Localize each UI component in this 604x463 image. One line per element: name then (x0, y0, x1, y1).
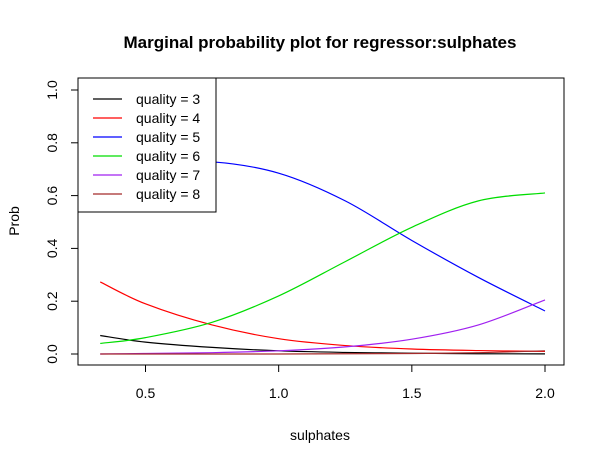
y-tick-label: 0.0 (44, 344, 60, 364)
x-tick-label: 1.0 (269, 385, 289, 401)
x-axis-title: sulphates (290, 427, 350, 443)
chart-title: Marginal probability plot for regressor:… (124, 33, 517, 52)
legend: quality = 3 quality = 4 quality = 5 quality… (77, 77, 217, 213)
legend-label: quality = 3 (136, 91, 200, 107)
legend-label: quality = 6 (136, 148, 200, 164)
series-line-1 (100, 334, 546, 355)
x-tick-label: 0.5 (136, 385, 156, 401)
x-tick-label: 1.5 (402, 385, 422, 401)
y-axis-title: Prob (6, 206, 22, 236)
legend-label: quality = 8 (136, 186, 200, 202)
series-line-2 (99, 281, 546, 352)
y-tick-label: 0.8 (44, 133, 60, 153)
y-tick-label: 0.6 (44, 186, 60, 206)
series-line-6 (100, 350, 546, 355)
series-line-5 (100, 299, 546, 355)
legend-label: quality = 5 (136, 129, 200, 145)
y-tick-label: 0.2 (44, 291, 60, 311)
y-axis: 0.0 0.2 0.4 0.6 0.8 1.0 (44, 80, 79, 364)
legend-box (77, 77, 217, 213)
x-tick-label: 2.0 (535, 385, 555, 401)
x-axis: 0.5 1.0 1.5 2.0 (136, 364, 555, 401)
series-line-4 (100, 192, 546, 345)
legend-label: quality = 7 (136, 167, 200, 183)
y-tick-label: 1.0 (44, 80, 60, 100)
legend-label: quality = 4 (136, 110, 200, 126)
y-tick-label: 0.4 (44, 238, 60, 258)
